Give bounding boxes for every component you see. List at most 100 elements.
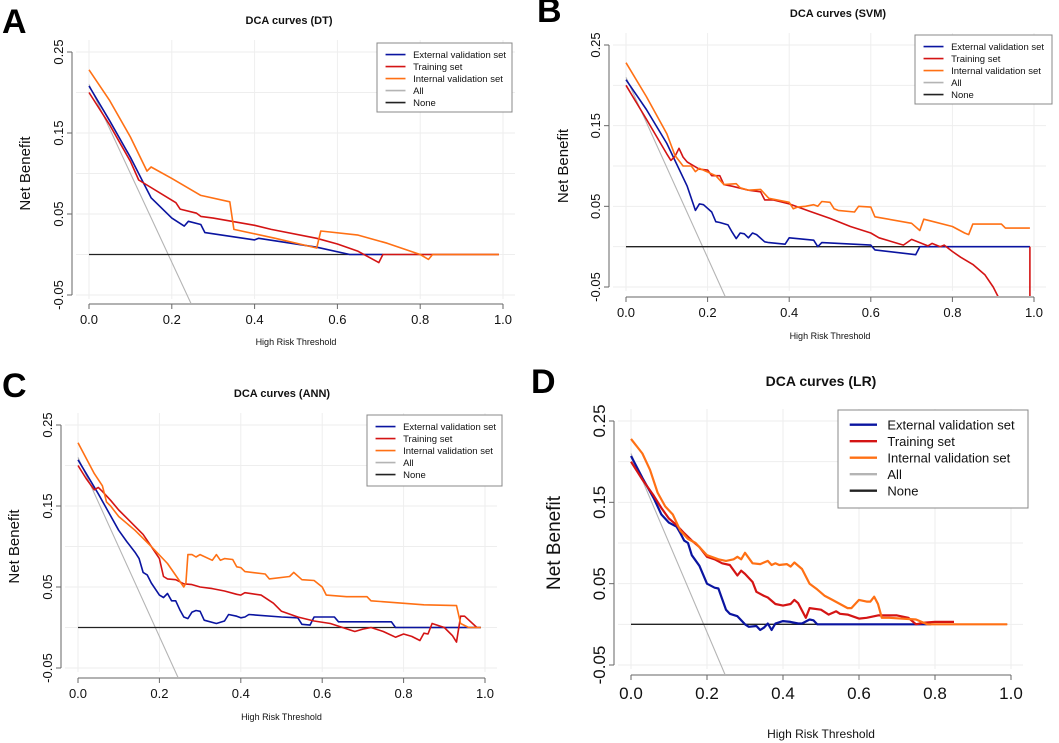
legend-label: Training set bbox=[403, 434, 453, 445]
y-tick-label: 0.05 bbox=[590, 567, 609, 600]
x-tick-label: 0.6 bbox=[862, 305, 880, 320]
legend-label: External validation set bbox=[413, 50, 506, 61]
series-line-all bbox=[88, 84, 192, 303]
y-tick-label: -0.05 bbox=[588, 272, 603, 302]
legend: External validation set Training setInter… bbox=[837, 409, 1029, 509]
x-tick-label: 0.0 bbox=[80, 312, 98, 327]
chart-panel-d: D DCA curves (LR) -0.05 0.05 0.15 0.25 0.0 0.2 0… bbox=[531, 363, 1029, 741]
x-tick-label: 0.8 bbox=[411, 312, 429, 327]
y-axis-title: Net Benefit bbox=[6, 509, 23, 584]
series-group bbox=[630, 438, 1008, 674]
y-tick-label: 0.25 bbox=[588, 32, 603, 57]
series-line-internal bbox=[625, 62, 1030, 236]
x-tick-label: 0.8 bbox=[395, 686, 413, 701]
legend-label: External validation set bbox=[951, 42, 1044, 53]
x-axis-title: High Risk Threshold bbox=[256, 337, 337, 347]
x-tick-label: 0.8 bbox=[943, 305, 961, 320]
y-tick-label: 0.05 bbox=[40, 574, 55, 599]
y-tick-label: 0.15 bbox=[51, 120, 66, 145]
y-tick-label: 0.25 bbox=[40, 412, 55, 437]
panel-label: B bbox=[537, 0, 562, 30]
chart-title: DCA curves (LR) bbox=[766, 373, 877, 389]
series-line-external bbox=[77, 459, 481, 629]
x-tick-label: 0.4 bbox=[246, 312, 264, 327]
series-line-training bbox=[88, 92, 499, 264]
legend-label: All bbox=[887, 467, 902, 482]
y-tick-label: 0.25 bbox=[590, 404, 609, 437]
x-tick-label: 0.2 bbox=[163, 312, 181, 327]
legend-label: External validation set bbox=[403, 422, 496, 433]
chart-panel-b: B DCA curves (SVM) -0.05 0.05 0.15 0.25 0.0 0.2… bbox=[537, 0, 1053, 341]
series-line-training bbox=[630, 461, 954, 626]
y-tick-label: 0.25 bbox=[51, 39, 66, 64]
x-tick-label: 0.0 bbox=[69, 686, 87, 701]
legend-label: Training set bbox=[951, 54, 1001, 65]
y-tick-label: -0.05 bbox=[590, 646, 609, 685]
y-tick-label: 0.05 bbox=[588, 194, 603, 219]
series-line-training bbox=[625, 84, 1031, 296]
chart-panel-c: C DCA curves (ANN) -0.05 0.05 0.15 0.25 0.0 0.2… bbox=[2, 367, 503, 722]
legend-label: Training set bbox=[413, 62, 463, 73]
panel-label: A bbox=[2, 3, 27, 41]
x-tick-label: 0.2 bbox=[695, 684, 719, 703]
x-tick-label: 0.0 bbox=[619, 684, 643, 703]
legend-label: Training set bbox=[887, 434, 955, 449]
legend-label: All bbox=[403, 458, 414, 469]
series-line-external bbox=[625, 79, 1030, 256]
x-tick-label: 0.6 bbox=[313, 686, 331, 701]
y-tick-label: 0.15 bbox=[40, 493, 55, 518]
legend-label: None bbox=[413, 98, 436, 109]
x-tick-label: 0.4 bbox=[232, 686, 250, 701]
gridlines bbox=[65, 413, 497, 672]
series-line-all bbox=[630, 453, 726, 674]
x-tick-label: 0.0 bbox=[617, 305, 635, 320]
y-tick-label: 0.05 bbox=[51, 201, 66, 226]
legend-label: None bbox=[403, 470, 426, 481]
x-tick-label: 1.0 bbox=[1025, 305, 1043, 320]
x-tick-label: 0.6 bbox=[847, 684, 871, 703]
y-axis-title: Net Benefit bbox=[544, 495, 565, 590]
x-axis-title: High Risk Threshold bbox=[767, 727, 875, 741]
y-axis-title: Net Benefit bbox=[555, 128, 572, 203]
x-tick-label: 1.0 bbox=[476, 686, 494, 701]
legend-label: Internal validation set bbox=[403, 446, 493, 457]
legend-label: Internal validation set bbox=[413, 74, 503, 85]
x-tick-label: 0.2 bbox=[150, 686, 168, 701]
series-line-internal bbox=[630, 438, 1008, 626]
x-tick-label: 0.4 bbox=[780, 305, 798, 320]
x-axis-title: High Risk Threshold bbox=[241, 712, 322, 722]
x-tick-label: 0.8 bbox=[923, 684, 947, 703]
y-tick-label: 0.15 bbox=[590, 486, 609, 519]
legend-label: Internal validation set bbox=[887, 450, 1010, 465]
panel-label: C bbox=[2, 367, 27, 405]
legend-label: Internal validation set bbox=[951, 66, 1041, 77]
x-tick-label: 1.0 bbox=[494, 312, 512, 327]
x-axis-title: High Risk Threshold bbox=[790, 331, 871, 341]
series-line-internal bbox=[88, 69, 499, 261]
x-tick-label: 0.6 bbox=[328, 312, 346, 327]
series-line-training bbox=[77, 465, 478, 643]
y-tick-label: 0.15 bbox=[588, 113, 603, 138]
y-tick-label: -0.05 bbox=[51, 280, 66, 310]
series-line-all bbox=[77, 457, 179, 677]
series-group bbox=[625, 62, 1031, 296]
x-tick-label: 0.4 bbox=[771, 684, 795, 703]
series-line-internal bbox=[77, 442, 481, 629]
legend-label: All bbox=[951, 78, 962, 89]
chart-title: DCA curves (ANN) bbox=[234, 388, 331, 400]
x-tick-label: 1.0 bbox=[999, 684, 1023, 703]
series-line-external bbox=[630, 455, 932, 632]
chart-title: DCA curves (SVM) bbox=[790, 8, 887, 20]
chart-title: DCA curves (DT) bbox=[246, 15, 333, 27]
y-tick-label: -0.05 bbox=[40, 653, 55, 683]
x-tick-label: 0.2 bbox=[699, 305, 717, 320]
legend-label: External validation set bbox=[887, 417, 1015, 432]
chart-panel-a: A DCA curves (DT) -0.05 0.05 0.15 0.25 0.0 0.2 0… bbox=[2, 3, 515, 347]
panel-label: D bbox=[531, 363, 556, 401]
legend-label: None bbox=[951, 90, 974, 101]
y-axis-title: Net Benefit bbox=[17, 136, 34, 211]
series-line-external bbox=[88, 85, 383, 256]
